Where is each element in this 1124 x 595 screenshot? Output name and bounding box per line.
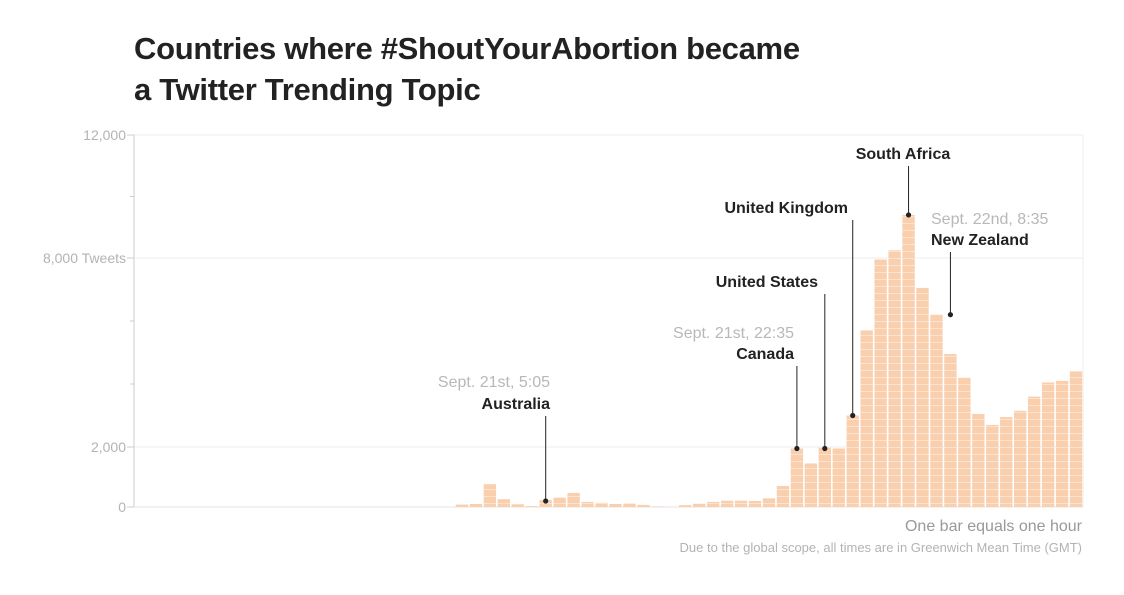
annotation-country: United States — [716, 274, 818, 291]
bar — [1041, 382, 1055, 507]
bar — [651, 506, 664, 507]
bar — [511, 504, 524, 507]
chart-title-line-1: Countries where #ShoutYourAbortion becam… — [134, 31, 800, 66]
bar — [762, 498, 776, 507]
bar — [623, 503, 636, 507]
bar — [679, 505, 692, 507]
annotation-date: Sept. 21st, 5:05 — [438, 374, 550, 391]
bar — [581, 501, 594, 507]
bar — [818, 447, 831, 507]
timezone-note: Due to the global scope, all times are i… — [679, 540, 1082, 555]
bar — [595, 502, 608, 507]
annotation-date: Sept. 22nd, 8:35 — [931, 211, 1049, 228]
bar — [874, 259, 887, 507]
bar — [720, 500, 734, 507]
bar — [1027, 396, 1041, 507]
bar — [609, 504, 622, 507]
annotation-country: New Zealand — [931, 232, 1029, 249]
annotation-country: South Africa — [856, 146, 951, 163]
bar — [567, 492, 580, 507]
bar — [637, 504, 650, 507]
bar — [748, 501, 762, 507]
bar — [958, 377, 971, 507]
annotation-country: United Kingdom — [724, 200, 848, 217]
annotation-dot — [905, 212, 912, 218]
annotation-country: Australia — [482, 396, 551, 413]
chart-title: Countries where #ShoutYourAbortion becam… — [134, 28, 894, 110]
bar — [455, 504, 469, 507]
annotation-dot — [794, 445, 800, 452]
bar — [972, 413, 985, 507]
annotation-dot — [850, 412, 856, 419]
annotation-dot — [822, 445, 828, 452]
y-tick-label: 12,000 — [83, 127, 126, 143]
annotation-date: Sept. 21st, 22:35 — [673, 325, 794, 342]
bar — [525, 506, 538, 507]
annotation-dot — [543, 498, 549, 504]
bar — [1055, 380, 1069, 507]
bar — [930, 314, 943, 507]
annotation-dot — [947, 312, 954, 318]
bar — [986, 424, 999, 507]
bar — [860, 330, 873, 507]
bar — [846, 415, 859, 507]
bar — [790, 448, 804, 507]
bar-unit-note: One bar equals one hour — [904, 518, 1082, 535]
bar — [804, 463, 818, 507]
chart-title-line-2: a Twitter Trending Topic — [134, 72, 481, 107]
bar — [1000, 417, 1013, 507]
bar — [553, 497, 566, 507]
bar — [706, 501, 720, 507]
y-tick-label: 0 — [118, 499, 126, 515]
bar — [916, 287, 929, 507]
bar — [902, 214, 915, 507]
bar — [497, 499, 511, 507]
bar — [944, 354, 957, 507]
bar — [734, 500, 748, 507]
annotation-country: Canada — [736, 346, 794, 363]
bar — [469, 504, 483, 507]
y-tick-label: 2,000 — [91, 439, 126, 455]
bar — [483, 484, 497, 507]
y-tick-label: 8,000 Tweets — [43, 250, 126, 266]
bar — [693, 503, 706, 507]
bar — [1014, 410, 1027, 507]
bar — [776, 486, 790, 507]
bar — [832, 448, 845, 507]
bar — [1069, 371, 1083, 507]
bar — [888, 250, 901, 507]
